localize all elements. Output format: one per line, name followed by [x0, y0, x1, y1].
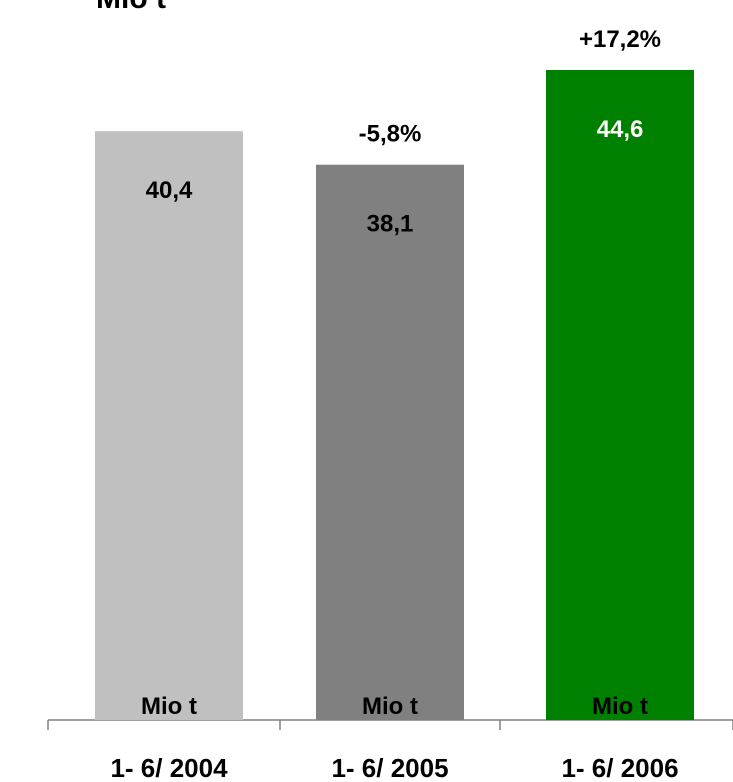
data-label: 44,6	[597, 116, 644, 143]
change-label: +17,2%	[579, 26, 661, 53]
x-tick-label: 1- 6/ 2004	[110, 753, 228, 782]
bar-unit-label: Mio t	[141, 693, 197, 720]
data-label: 38,1	[367, 211, 414, 238]
bar	[546, 69, 694, 720]
bar	[316, 164, 464, 720]
x-tick-label: 1- 6/ 2005	[331, 753, 448, 782]
x-tick-label: 1- 6/ 2006	[561, 753, 678, 782]
bar-unit-label: Mio t	[592, 693, 648, 720]
change-label: -5,8%	[359, 121, 422, 148]
chart-title: Mio t	[96, 0, 166, 16]
data-label: 40,4	[146, 177, 193, 204]
bar	[95, 131, 243, 721]
bar-unit-label: Mio t	[362, 693, 418, 720]
